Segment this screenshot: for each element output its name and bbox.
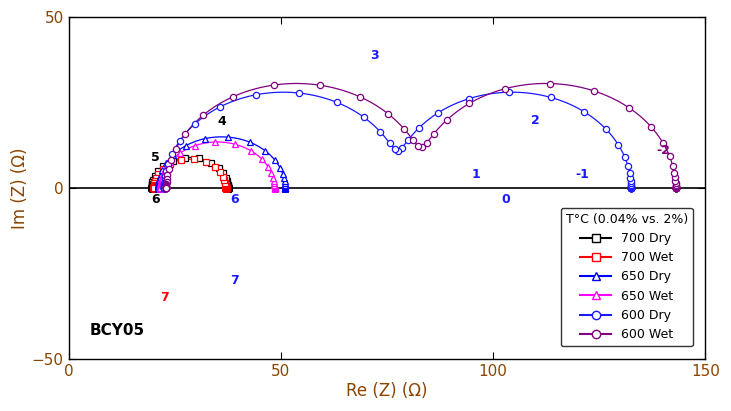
Text: 4: 4 — [217, 115, 226, 128]
Text: 5: 5 — [151, 151, 160, 164]
Text: 7: 7 — [160, 291, 169, 304]
Text: 2: 2 — [531, 113, 540, 127]
X-axis label: Re (Z) (Ω): Re (Z) (Ω) — [346, 382, 428, 400]
Text: BCY05: BCY05 — [90, 323, 145, 338]
Text: -2: -2 — [656, 144, 670, 157]
Legend: 700 Dry, 700 Wet, 650 Dry, 650 Wet, 600 Dry, 600 Wet: 700 Dry, 700 Wet, 650 Dry, 650 Wet, 600 … — [561, 208, 693, 346]
Y-axis label: Im (Z) (Ω): Im (Z) (Ω) — [11, 148, 29, 229]
Text: 6: 6 — [230, 193, 238, 206]
Text: -1: -1 — [575, 169, 589, 181]
Text: 6: 6 — [151, 193, 160, 206]
Text: 3: 3 — [370, 48, 379, 62]
Text: 0: 0 — [501, 193, 510, 206]
Text: 7: 7 — [230, 274, 238, 287]
Text: 1: 1 — [472, 169, 480, 181]
